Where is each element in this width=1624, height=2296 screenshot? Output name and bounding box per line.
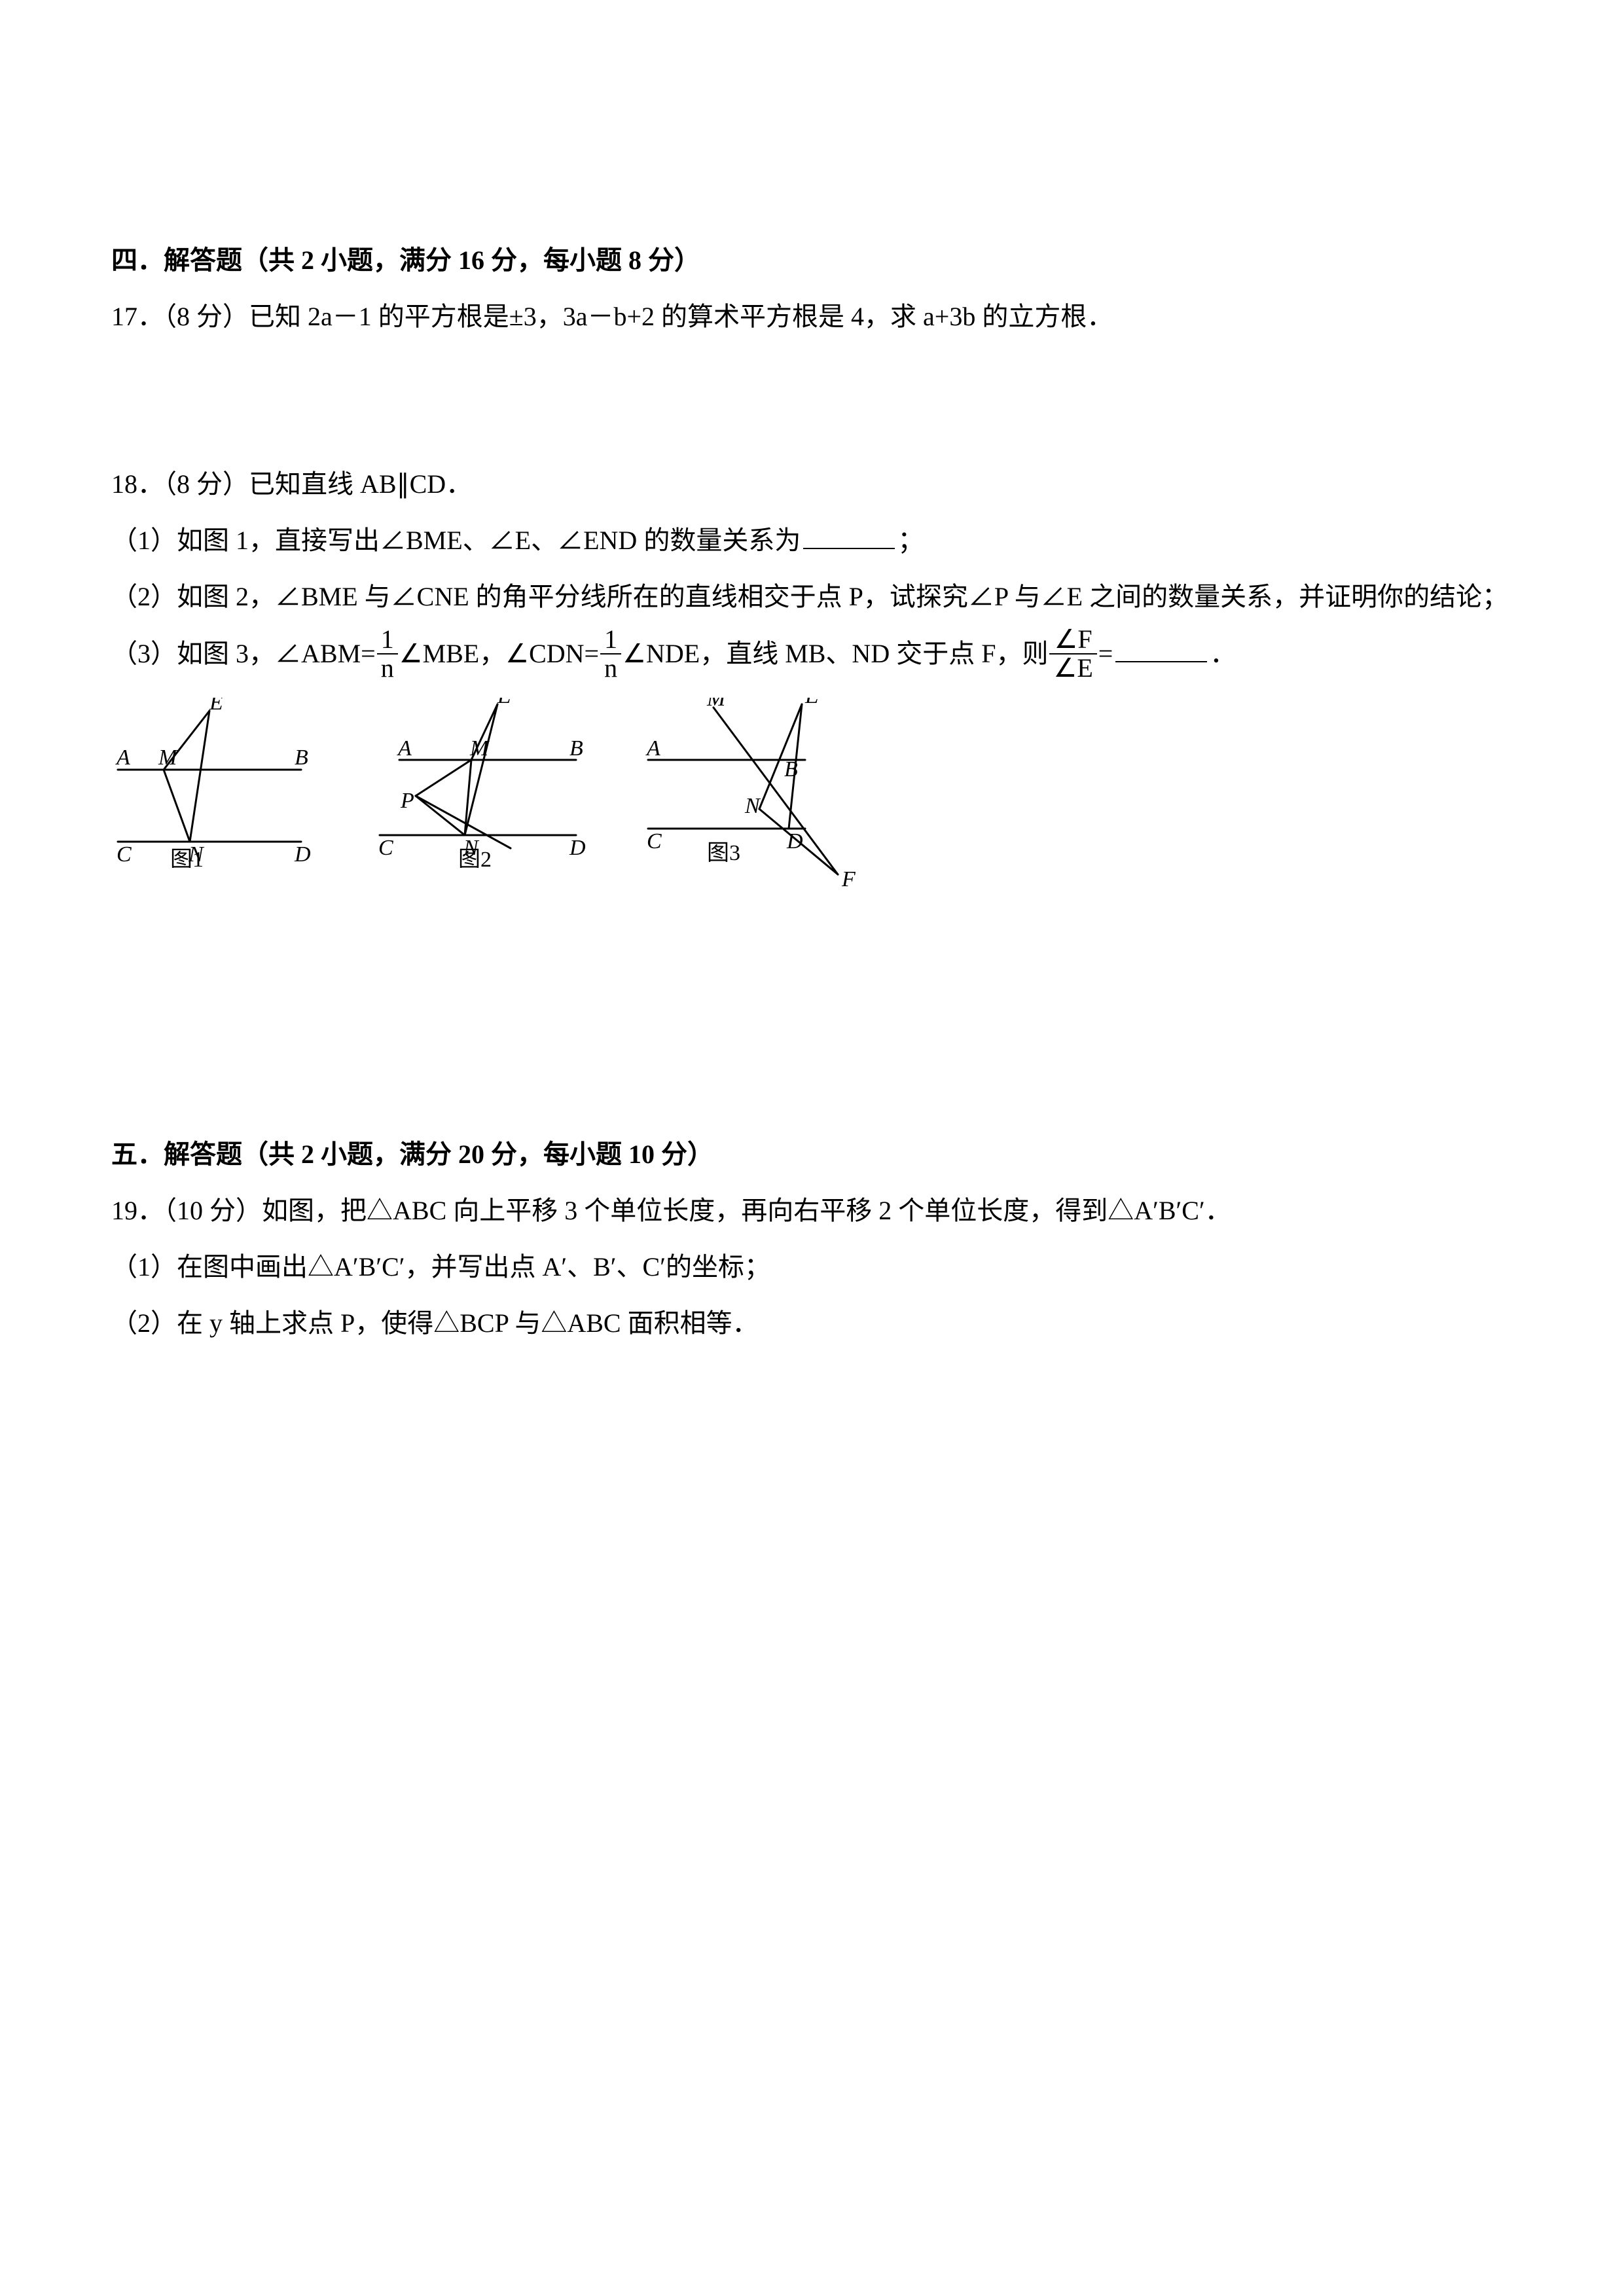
q18-fracFE-num: ∠F bbox=[1049, 626, 1096, 655]
q18-p1-pre: （1）如图 1，直接写出∠BME、∠E、∠END 的数量关系为 bbox=[111, 526, 801, 555]
svg-text:M: M bbox=[469, 736, 490, 761]
section5-num2: 20 bbox=[458, 1139, 484, 1169]
q18-fracFE-den: ∠E bbox=[1049, 655, 1096, 682]
q18-fig3: M E A BN C D F 图3 bbox=[635, 698, 884, 894]
q18-p3-pre: （3）如图 3，∠ABM= bbox=[111, 639, 376, 668]
section5-pre: 五．解答题（共 bbox=[111, 1139, 301, 1169]
q19-p2-text: （2）在 y 轴上求点 P，使得△BCP 与△ABC 面积相等． bbox=[111, 1308, 759, 1338]
svg-text:M: M bbox=[158, 745, 178, 770]
svg-text:N: N bbox=[744, 794, 761, 818]
section4-pre: 四．解答题（共 bbox=[111, 245, 301, 275]
svg-text:图1: 图1 bbox=[170, 848, 204, 868]
q18-p3-post: ． bbox=[1210, 639, 1236, 668]
q18-fracFE: ∠F∠E bbox=[1049, 626, 1096, 682]
svg-text:E: E bbox=[804, 698, 819, 708]
svg-text:C: C bbox=[647, 829, 662, 853]
q18-frac2: 1n bbox=[600, 626, 621, 682]
q18-lead: 18．（8 分）已知直线 AB∥CD． bbox=[111, 459, 1513, 509]
svg-text:B: B bbox=[784, 757, 798, 781]
svg-text:D: D bbox=[294, 842, 311, 867]
section5-mid1: 小题，满分 bbox=[314, 1139, 458, 1169]
q18-p3-blank bbox=[1115, 635, 1207, 662]
q18-fig2-svg: EAMBPCND图2 bbox=[360, 698, 596, 868]
svg-text:A: A bbox=[645, 736, 660, 761]
q19-p1: （1）在图中画出△A′B′C′，并写出点 A′、B′、C′的坐标； bbox=[111, 1242, 1513, 1292]
svg-text:图3: 图3 bbox=[707, 841, 740, 865]
section4-mid1: 小题，满分 bbox=[314, 245, 458, 275]
svg-text:图2: 图2 bbox=[458, 848, 492, 868]
q18-p1: （1）如图 1，直接写出∠BME、∠E、∠END 的数量关系为 ； bbox=[111, 516, 1513, 565]
svg-text:A: A bbox=[115, 745, 130, 770]
q18-frac2-den: n bbox=[600, 655, 621, 682]
section5-num1: 2 bbox=[301, 1139, 314, 1169]
section5-num3: 10 bbox=[628, 1139, 655, 1169]
section4-num3: 8 bbox=[628, 245, 641, 275]
q18-p3: （3）如图 3，∠ABM=1n∠MBE，∠CDN=1n∠NDE，直线 MB、ND… bbox=[111, 628, 1513, 685]
section4-num2: 16 bbox=[458, 245, 484, 275]
svg-text:F: F bbox=[841, 867, 856, 891]
q19-lead: 19．（10 分）如图，把△ABC 向上平移 3 个单位长度，再向右平移 2 个… bbox=[111, 1186, 1513, 1236]
svg-text:D: D bbox=[569, 836, 586, 860]
q18-frac1: 1n bbox=[377, 626, 398, 682]
svg-text:E: E bbox=[209, 698, 223, 715]
q18-p2: （2）如图 2，∠BME 与∠CNE 的角平分线所在的直线相交于点 P，试探究∠… bbox=[111, 572, 1513, 622]
q18-p3-mid2: ∠NDE，直线 MB、ND 交于点 F，则 bbox=[623, 639, 1048, 668]
svg-text:A: A bbox=[397, 736, 412, 761]
q18-fig3-svg: M E A BN C D F 图3 bbox=[635, 698, 884, 894]
q18-p2-text: （2）如图 2，∠BME 与∠CNE 的角平分线所在的直线相交于点 P，试探究∠… bbox=[111, 582, 1508, 611]
svg-text:B: B bbox=[295, 745, 308, 770]
section4-post: 分） bbox=[641, 245, 700, 275]
q19-p2: （2）在 y 轴上求点 P，使得△BCP 与△ABC 面积相等． bbox=[111, 1299, 1513, 1348]
svg-text:D: D bbox=[786, 829, 803, 853]
q17: 17．（8 分）已知 2a－1 的平方根是±3，3a－b+2 的算术平方根是 4… bbox=[111, 292, 1513, 342]
page: 四．解答题（共 2 小题，满分 16 分，每小题 8 分） 17．（8 分）已知… bbox=[0, 0, 1624, 2296]
q18-fig2: EAMBPCND图2 bbox=[360, 698, 596, 868]
section4-num1: 2 bbox=[301, 245, 314, 275]
svg-text:M: M bbox=[706, 698, 727, 711]
svg-text:P: P bbox=[400, 789, 414, 813]
q18-figures: EAMBCND图1 EAMBPCND图2 MEABNCDF图3 bbox=[111, 698, 1513, 894]
svg-text:E: E bbox=[497, 698, 511, 708]
section5-mid2: 分，每小题 bbox=[484, 1139, 628, 1169]
q18-p1-blank bbox=[803, 522, 895, 549]
q18-lead-text: 18．（8 分）已知直线 AB∥CD． bbox=[111, 469, 472, 499]
spacer-18-19 bbox=[111, 907, 1513, 1103]
q18-fig1-svg: EAMBCND图1 bbox=[111, 698, 321, 868]
section5-post: 分） bbox=[655, 1139, 713, 1169]
q18-p1-post: ； bbox=[897, 526, 924, 555]
q18-p3-eq: = bbox=[1098, 639, 1113, 668]
svg-text:C: C bbox=[117, 842, 132, 867]
q18-fig1: EAMBCND图1 bbox=[111, 698, 321, 868]
q18-frac1-den: n bbox=[377, 655, 398, 682]
section5-header: 五．解答题（共 2 小题，满分 20 分，每小题 10 分） bbox=[111, 1130, 1513, 1179]
svg-text:B: B bbox=[569, 736, 583, 761]
q18-p3-mid1: ∠MBE，∠CDN= bbox=[399, 639, 599, 668]
q18-frac2-num: 1 bbox=[600, 626, 621, 655]
q18-frac1-num: 1 bbox=[377, 626, 398, 655]
q19-lead-text: 19．（10 分）如图，把△ABC 向上平移 3 个单位长度，再向右平移 2 个… bbox=[111, 1196, 1231, 1225]
spacer-17-18 bbox=[111, 348, 1513, 459]
q19-p1-text: （1）在图中画出△A′B′C′，并写出点 A′、B′、C′的坐标； bbox=[111, 1252, 770, 1282]
svg-text:C: C bbox=[378, 836, 393, 860]
section4-mid2: 分，每小题 bbox=[484, 245, 628, 275]
section4-header: 四．解答题（共 2 小题，满分 16 分，每小题 8 分） bbox=[111, 236, 1513, 285]
q17-text: 17．（8 分）已知 2a－1 的平方根是±3，3a－b+2 的算术平方根是 4… bbox=[111, 302, 1113, 331]
